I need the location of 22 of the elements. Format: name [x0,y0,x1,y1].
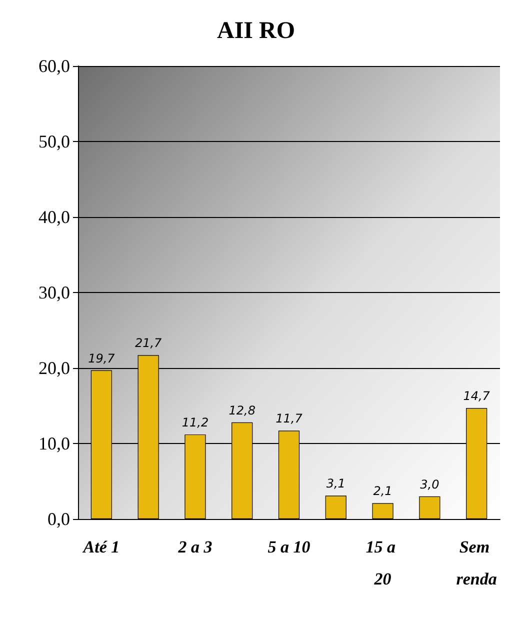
y-tick-label: 10,0 [38,434,70,454]
chart-title: AII RO [216,18,296,44]
x-tick-label: 2 a 3 [177,538,213,556]
data-label: 3,0 [420,477,440,492]
x-tick-label: Até 1 [82,538,120,556]
data-label: 14,7 [463,389,490,404]
y-tick-label: 40,0 [38,207,70,227]
data-label: 3,1 [326,476,346,491]
data-label: 12,8 [228,403,256,418]
x-tick-label: 15 a 20 [366,538,400,588]
y-tick-label: 60,0 [38,56,70,76]
y-tick-label: 20,0 [38,358,70,378]
data-label: 21,7 [134,336,162,350]
data-label: 11,7 [276,412,303,426]
y-tick-label: 50,0 [38,132,70,152]
x-tick-label: 5 a 10 [268,538,311,556]
y-tick-label: 0,0 [48,509,70,529]
y-tick-label: 30,0 [38,282,70,302]
data-label: 19,7 [88,351,116,366]
data-label: 2,1 [373,484,392,498]
data-label: 11,2 [182,415,209,430]
x-tick-label: Sem renda [456,538,498,588]
